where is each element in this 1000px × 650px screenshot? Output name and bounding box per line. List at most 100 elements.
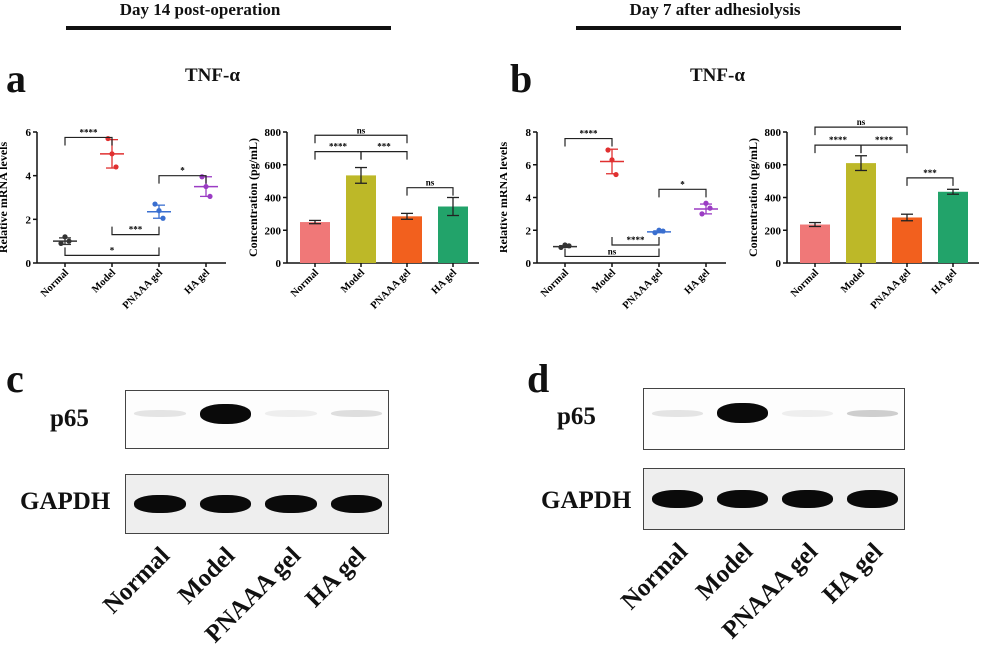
western-d-row-p65: p65 [557, 403, 596, 430]
x-tick-label: Normal [789, 267, 821, 299]
data-point [699, 211, 705, 217]
y-tick-label: 400 [765, 193, 782, 205]
western-c-p65-blot [125, 390, 389, 449]
x-tick-label: Model [90, 267, 118, 295]
significance-bracket [406, 187, 454, 196]
data-point [152, 201, 158, 207]
header-rule-left [66, 26, 391, 30]
significance-label: ns [426, 178, 435, 188]
y-tick-label: 200 [265, 225, 282, 237]
panel-label-a: a [6, 56, 26, 101]
y-axis-label: Concentration (pg/mL) [246, 138, 260, 257]
western-band [652, 490, 703, 508]
significance-bracket [314, 151, 362, 160]
significance-bracket [314, 134, 408, 144]
significance-bracket [814, 126, 908, 136]
western-c-row-p65: p65 [50, 405, 89, 432]
y-tick-label: 6 [26, 127, 32, 139]
y-axis-label: Concentration (pg/mL) [746, 138, 760, 257]
significance-label: **** [329, 142, 348, 152]
western-lane-label: Normal [615, 538, 693, 616]
data-point [113, 164, 119, 170]
x-tick-label: PNAAA gel [369, 267, 413, 311]
y-tick-label: 2 [26, 214, 32, 226]
significance-label: ns [608, 246, 617, 256]
panel-title-b: TNF-α [690, 65, 745, 86]
panel-title-a: TNF-α [185, 65, 240, 86]
significance-label: *** [377, 142, 391, 152]
x-tick-label: HA gel [683, 267, 712, 296]
bar [800, 224, 830, 263]
bar [346, 175, 376, 263]
western-band [134, 495, 186, 513]
western-band [782, 409, 833, 417]
y-tick-label: 0 [526, 258, 532, 270]
chart-b-mrna: Relative mRNA levels 0 2 4 6 8 Normal Model PNAA… [500, 127, 726, 312]
western-band [330, 495, 382, 513]
y-tick-label: 4 [26, 171, 32, 183]
data-point [203, 183, 209, 190]
chart-a-mrna: Relative mRNA levels 0 2 4 6 Normal Model PNAAA… [0, 127, 226, 312]
western-band [134, 410, 186, 417]
x-tick-label: PNAAA gel [121, 267, 165, 311]
significance-label: * [110, 245, 115, 255]
bar [392, 216, 422, 263]
western-d-p65-blot [643, 388, 905, 450]
data-point [199, 174, 205, 180]
significance-label: * [680, 179, 685, 189]
x-tick-label: HA gel [930, 267, 959, 296]
data-point [566, 243, 572, 249]
y-tick-label: 0 [26, 258, 32, 270]
data-point [156, 208, 162, 214]
data-point [605, 147, 611, 153]
y-tick-label: 400 [265, 193, 282, 205]
significance-bracket [564, 137, 613, 147]
western-d-gapdh-blot [643, 468, 905, 530]
data-point [703, 200, 709, 206]
western-band [847, 490, 898, 508]
significance-bracket [658, 188, 707, 198]
y-tick-label: 0 [276, 258, 282, 270]
data-point [613, 171, 619, 178]
western-band [330, 410, 382, 417]
western-d-row-gapdh: GAPDH [541, 487, 632, 514]
x-tick-label: HA gel [430, 267, 459, 296]
significance-bracket [64, 247, 160, 256]
significance-bracket [814, 144, 862, 154]
y-tick-label: 4 [526, 193, 532, 205]
western-band [265, 495, 317, 513]
western-band [199, 495, 251, 513]
x-tick-label: Normal [539, 267, 571, 299]
significance-label: *** [129, 225, 143, 235]
y-tick-label: 2 [526, 225, 532, 237]
data-point [558, 244, 564, 251]
panel-label-b: b [510, 56, 533, 101]
significance-bracket [906, 177, 954, 186]
y-tick-label: 200 [765, 225, 782, 237]
x-tick-label: PNAAA gel [869, 267, 913, 311]
significance-bracket [158, 175, 207, 184]
chart-b-elisa: Concentration (pg/mL) 0 200 400 600 800 Normal… [746, 117, 979, 312]
y-axis-label: Relative mRNA levels [0, 142, 10, 254]
y-tick-label: 800 [765, 127, 782, 139]
bar [846, 163, 876, 263]
significance-bracket [111, 226, 160, 236]
data-point [66, 238, 72, 244]
significance-label: **** [829, 135, 848, 145]
data-point [660, 228, 666, 234]
significance-label: **** [627, 235, 646, 245]
x-tick-label: PNAAA gel [621, 267, 665, 311]
western-lane-label: Normal [97, 542, 175, 620]
western-c-gapdh-blot [125, 474, 389, 534]
significance-label: * [180, 166, 185, 176]
data-point [656, 227, 662, 233]
significance-bracket [360, 151, 408, 160]
header-day7: Day 7 after adhesiolysis [629, 0, 801, 19]
header-rule-right [576, 26, 901, 30]
x-tick-label: Normal [289, 267, 321, 299]
western-band [717, 490, 768, 508]
western-lane-label: HA gel [300, 542, 372, 613]
data-point [652, 230, 658, 236]
significance-bracket [64, 136, 113, 146]
